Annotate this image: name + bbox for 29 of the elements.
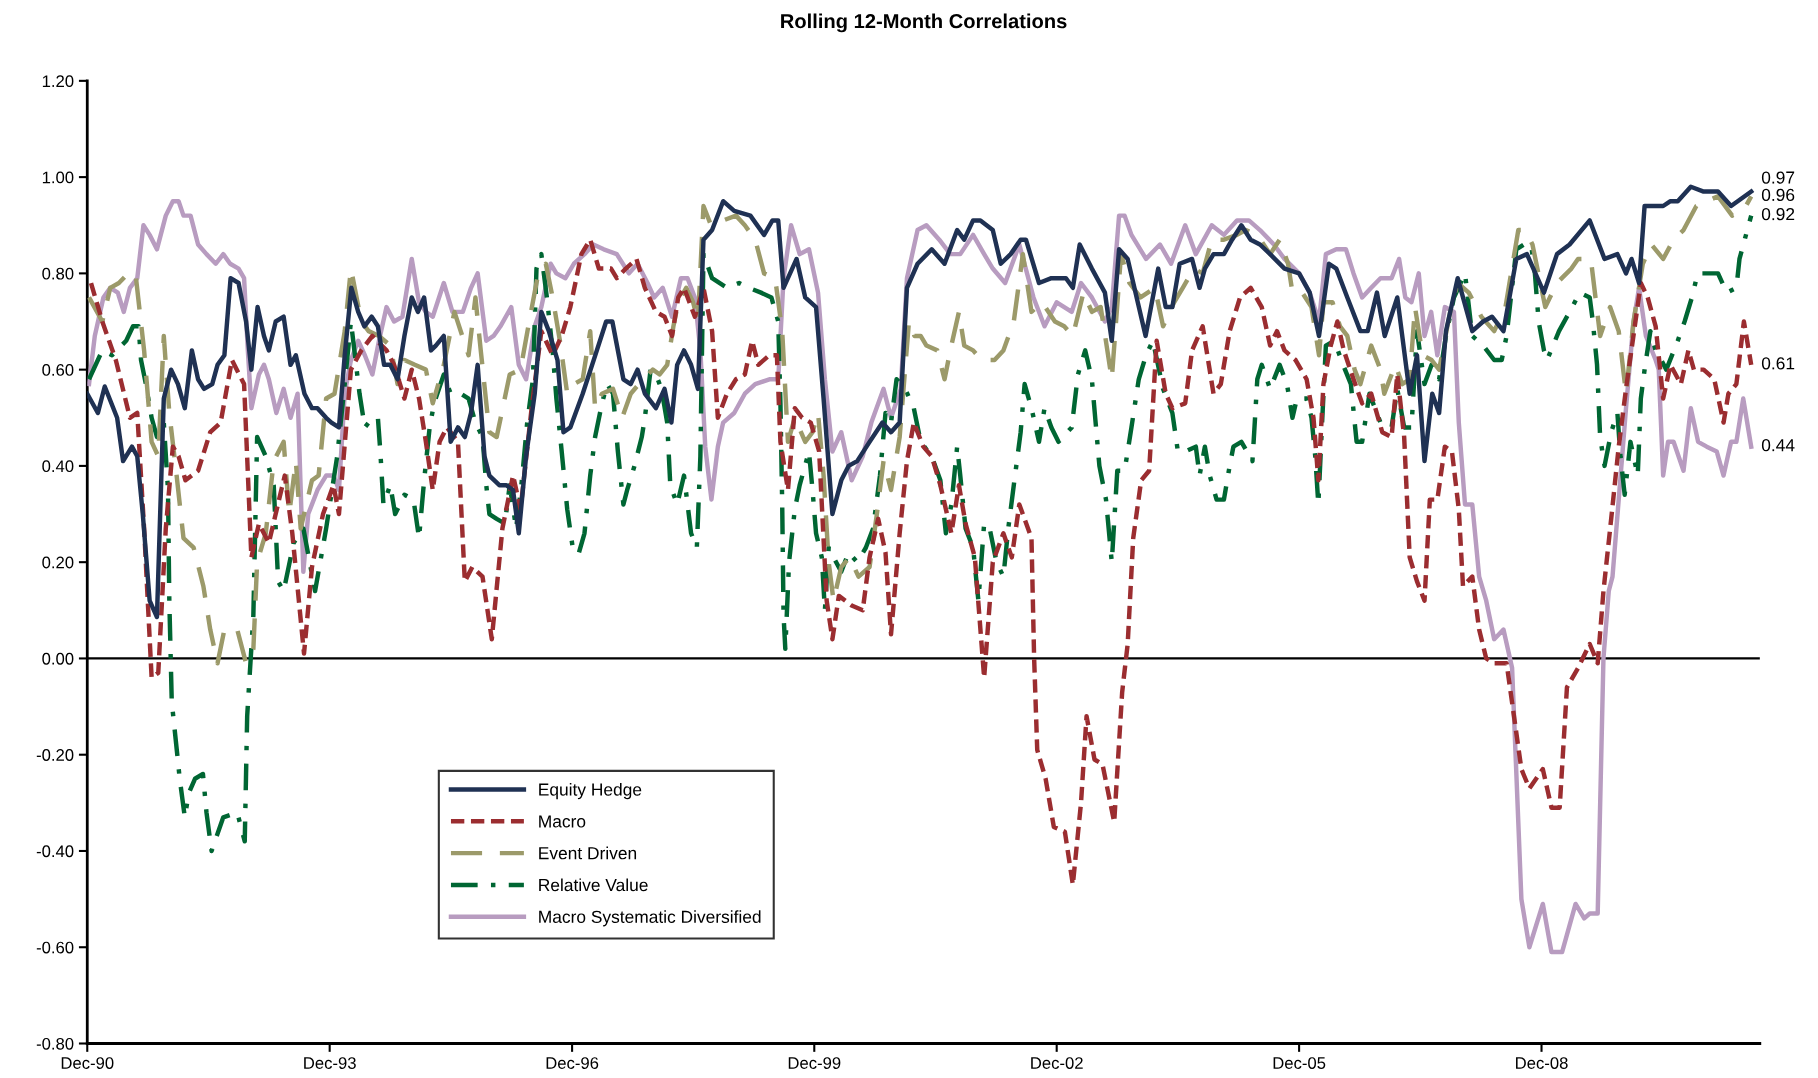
y-tick-label: -0.20 (36, 749, 74, 761)
legend-label: Macro Systematic Diversified (539, 910, 761, 927)
y-tick-label: 0.00 (42, 652, 74, 665)
y-tick-label: -0.80 (36, 1037, 74, 1050)
annotation: 0.97 (1761, 171, 1795, 184)
y-tick-label: 0.40 (42, 460, 74, 473)
annotation: 0.61 (1761, 357, 1795, 370)
annotation: 0.44 (1761, 439, 1795, 452)
x-tick-label: Dec-93 (304, 1057, 356, 1069)
x-tick-label: Dec-05 (1273, 1057, 1326, 1069)
x-tick-label: Dec-96 (546, 1057, 599, 1069)
chart-title: Rolling 12-Month Correlations (781, 13, 1067, 33)
annotation: 0.92 (1761, 207, 1795, 221)
legend-label: Event Driven (539, 846, 637, 860)
annotation: 0.96 (1761, 188, 1795, 202)
legend-label: Equity Hedge (539, 782, 642, 800)
y-tick-label: -0.60 (36, 941, 74, 954)
legend-label: Macro (539, 815, 586, 828)
y-tick-label: 0.60 (42, 364, 74, 376)
y-tick-label: 0.20 (42, 556, 74, 569)
x-tick-label: Dec-08 (1516, 1057, 1568, 1069)
y-tick-label: 0.80 (42, 267, 74, 280)
x-tick-label: Dec-02 (1031, 1057, 1083, 1069)
y-tick-label: -0.40 (36, 845, 74, 858)
y-tick-label: 1.20 (42, 75, 74, 88)
y-tick-label: 1.00 (42, 171, 74, 184)
x-tick-label: Dec-90 (61, 1057, 114, 1069)
legend-label: Relative Value (539, 878, 648, 892)
x-tick-label: Dec-99 (788, 1057, 841, 1069)
